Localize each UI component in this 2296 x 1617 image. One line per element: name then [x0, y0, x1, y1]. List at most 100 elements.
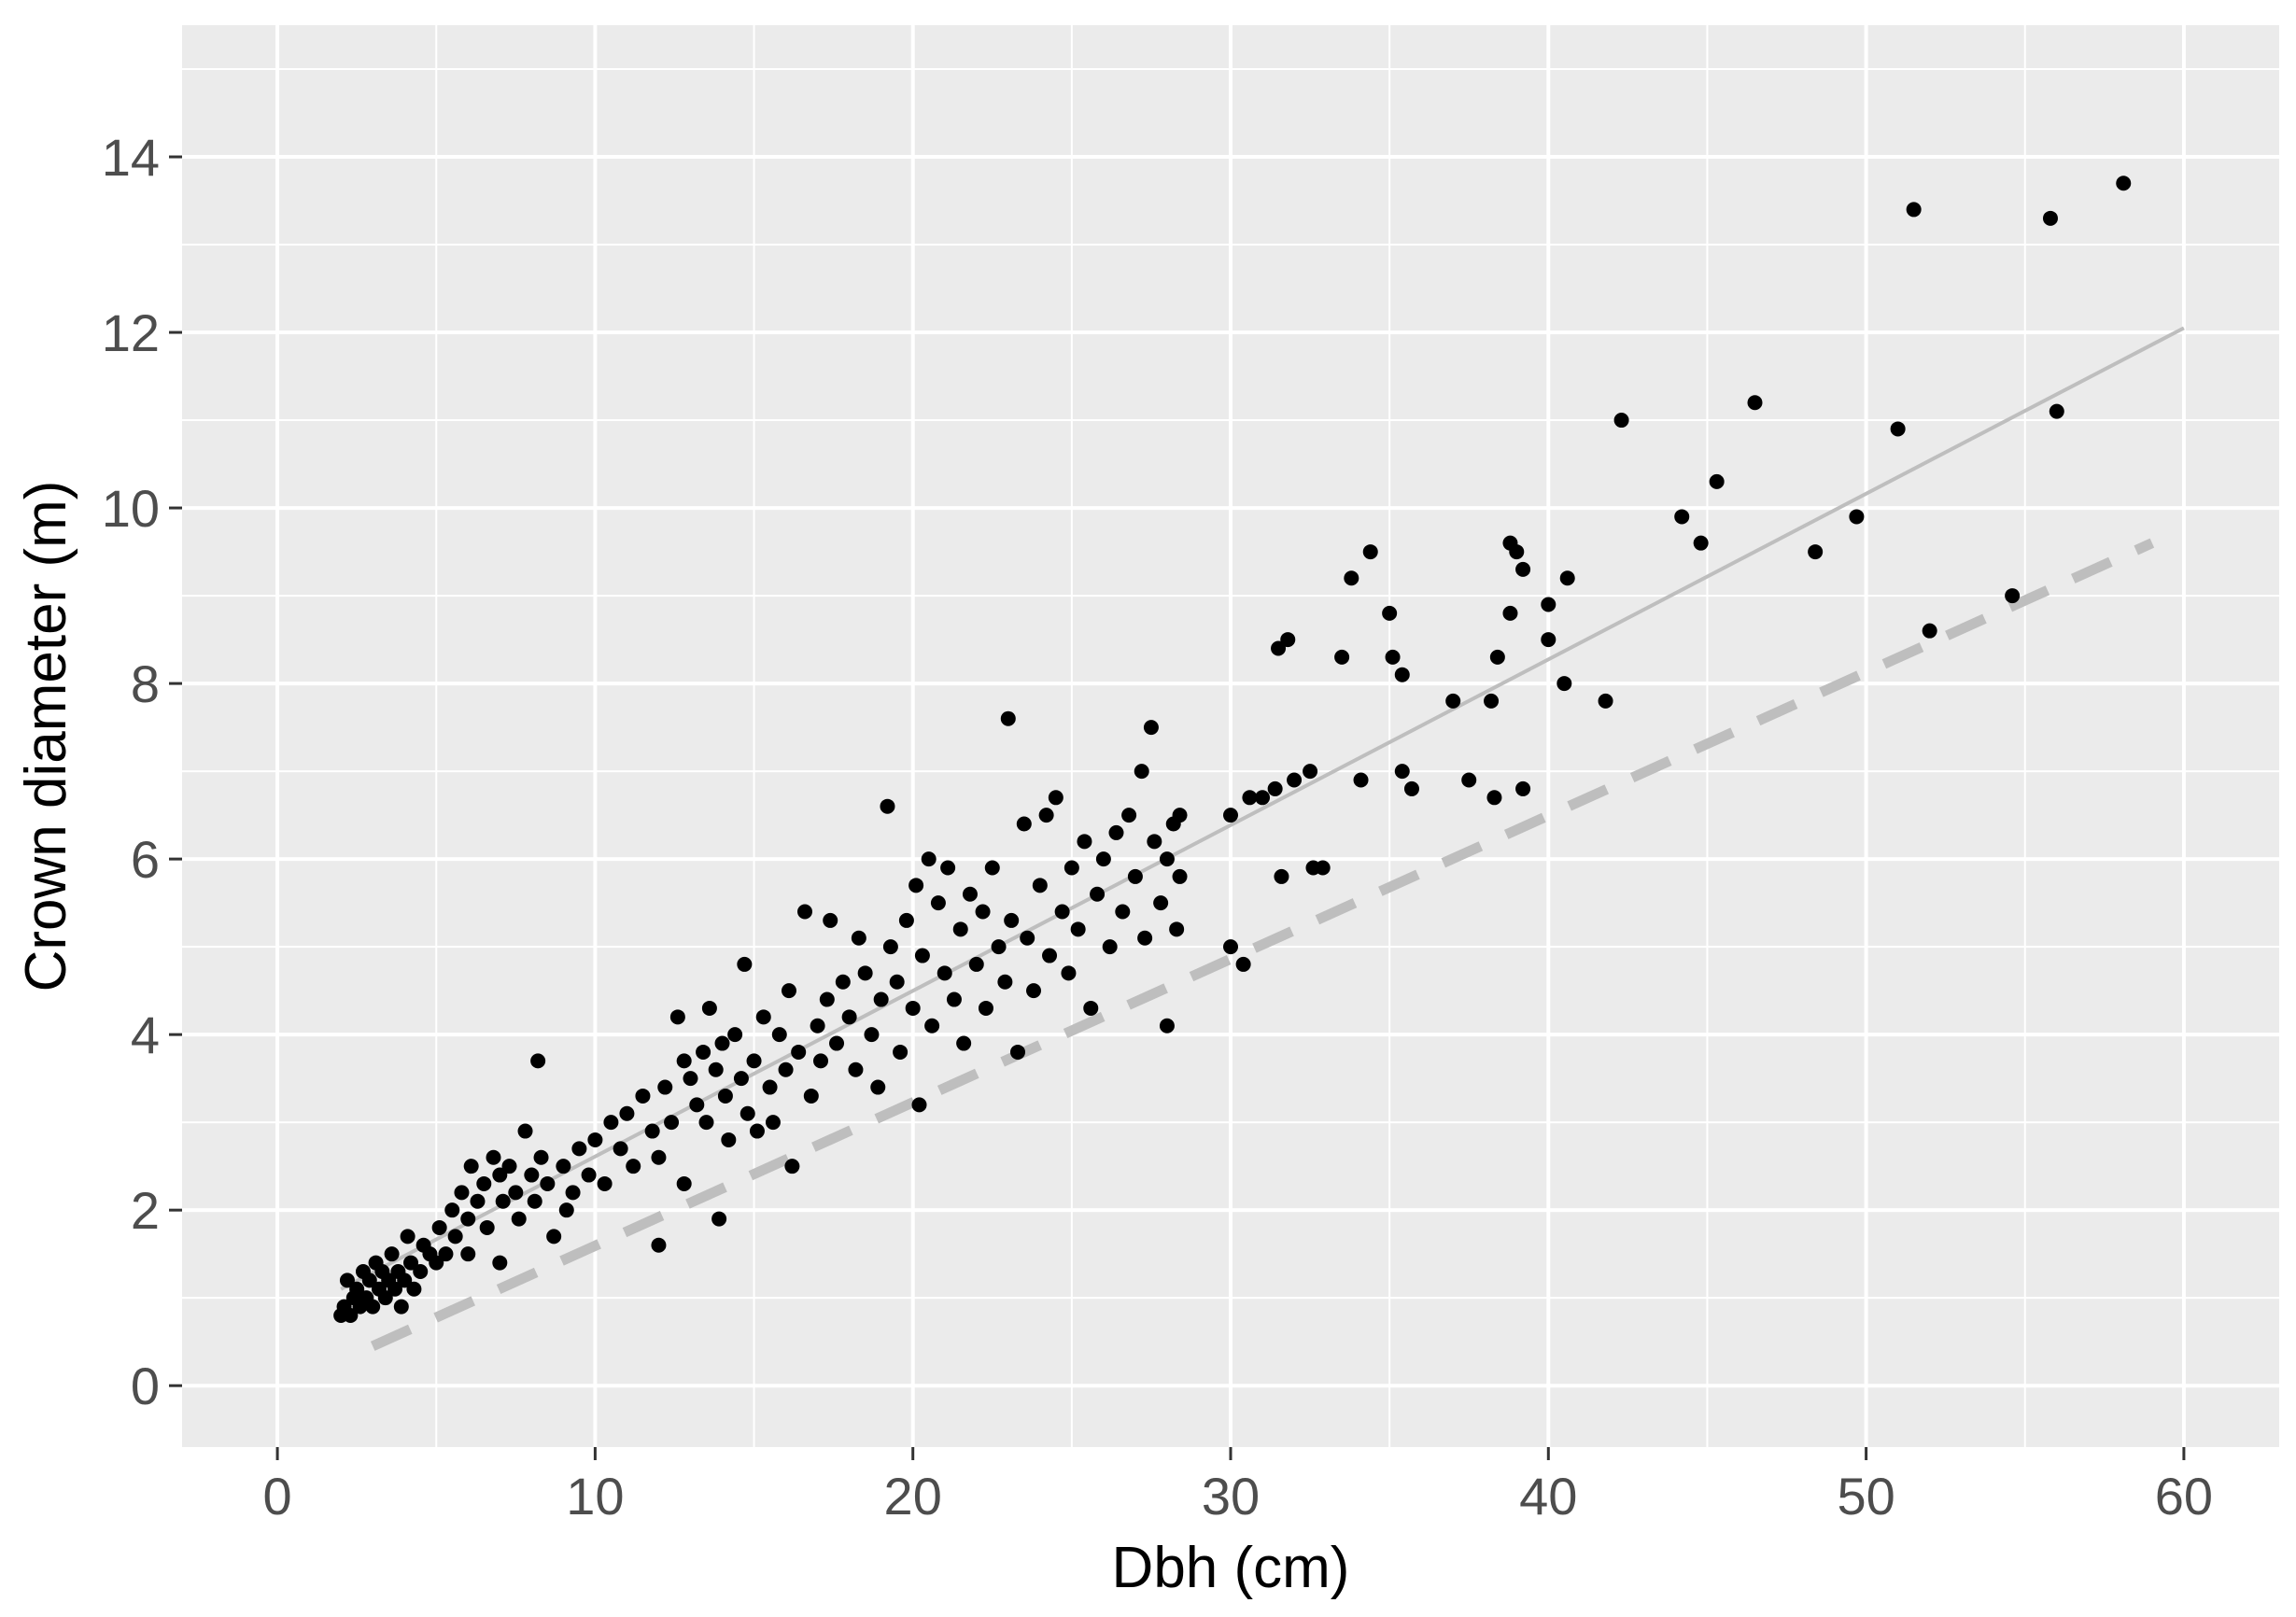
y-tick-label: 8 [131, 654, 160, 713]
data-point [619, 1105, 635, 1121]
data-point [651, 1149, 667, 1165]
data-point [930, 895, 946, 911]
data-point [1115, 904, 1131, 920]
data-point [848, 1062, 864, 1077]
data-point [1090, 886, 1106, 902]
data-point [1267, 780, 1283, 796]
data-point [1541, 632, 1556, 648]
data-point [1445, 693, 1461, 709]
x-tick-label: 10 [566, 1467, 624, 1526]
y-tick-label: 2 [131, 1181, 160, 1240]
data-point [924, 1018, 940, 1033]
x-axis-title: Dbh (cm) [1112, 1536, 1350, 1600]
data-point [1077, 834, 1092, 850]
data-point [1000, 710, 1016, 726]
x-tick-label: 60 [2155, 1467, 2213, 1526]
data-point [533, 1149, 549, 1165]
data-point [393, 1299, 409, 1315]
data-point [1334, 649, 1350, 665]
data-point [1242, 790, 1258, 806]
data-point [626, 1159, 641, 1174]
data-point [1849, 509, 1865, 525]
data-point [1159, 851, 1175, 867]
data-point [1143, 720, 1159, 736]
data-point [447, 1229, 463, 1244]
data-point [771, 1027, 787, 1043]
data-point [1147, 834, 1162, 850]
data-point [1137, 930, 1153, 946]
data-point [889, 974, 905, 990]
data-point [937, 965, 952, 981]
data-point [454, 1185, 470, 1201]
data-point [1394, 764, 1410, 780]
data-point [997, 974, 1013, 990]
data-point [893, 1044, 909, 1060]
data-point [1394, 667, 1410, 682]
x-tick-label: 30 [1202, 1467, 1260, 1526]
data-point [1385, 649, 1401, 665]
data-point [571, 1141, 587, 1157]
data-point [956, 1035, 972, 1051]
data-point [1004, 912, 1020, 928]
data-point [1484, 693, 1500, 709]
data-point [968, 956, 984, 972]
data-point [1693, 535, 1709, 551]
data-point [460, 1211, 476, 1227]
data-point [644, 1123, 660, 1139]
data-point [962, 886, 978, 902]
data-point [873, 991, 889, 1007]
data-point [463, 1159, 479, 1174]
data-point [721, 1132, 737, 1147]
data-point [517, 1123, 533, 1139]
data-point [803, 1088, 819, 1104]
data-point [581, 1167, 597, 1183]
data-point [1172, 868, 1188, 884]
data-point [991, 939, 1007, 955]
data-point [524, 1167, 540, 1183]
data-point [556, 1159, 571, 1174]
data-point [1502, 605, 1518, 621]
x-tick-labels: 0 10 20 30 40 50 60 [263, 1467, 2214, 1526]
data-point [365, 1299, 381, 1315]
data-point [669, 1009, 685, 1025]
data-point [651, 1237, 667, 1253]
data-point [1489, 649, 1505, 665]
data-point [819, 991, 835, 1007]
data-point [796, 904, 812, 920]
data-point [1515, 561, 1531, 577]
data-point [343, 1307, 359, 1323]
y-tick-label: 4 [131, 1005, 160, 1064]
data-point [1223, 808, 1238, 823]
data-point [698, 1115, 714, 1131]
data-point [952, 921, 968, 937]
data-point [778, 1062, 794, 1077]
data-point [558, 1202, 574, 1218]
x-tick-label: 0 [263, 1467, 292, 1526]
data-point [479, 1219, 495, 1235]
data-point [851, 930, 866, 946]
data-point [1038, 808, 1054, 823]
data-point [978, 1000, 993, 1016]
data-point [1048, 790, 1063, 806]
data-point [1315, 860, 1331, 876]
data-point [1121, 808, 1137, 823]
data-point [1061, 965, 1077, 981]
data-point [696, 1044, 711, 1060]
data-point [1009, 1044, 1025, 1060]
dashed-fit-line [370, 538, 2155, 1351]
data-point [438, 1246, 454, 1262]
data-point [1613, 413, 1629, 429]
data-point [1083, 1000, 1099, 1016]
data-point [1223, 939, 1238, 955]
data-point [1172, 808, 1188, 823]
data-point [733, 1071, 749, 1087]
data-point [1403, 780, 1419, 796]
data-point [397, 1273, 413, 1288]
data-point [413, 1263, 429, 1279]
data-point [1134, 764, 1149, 780]
data-point [1922, 623, 1937, 639]
y-tick-label: 12 [102, 303, 160, 362]
data-point [657, 1079, 673, 1095]
data-point [914, 948, 930, 963]
data-point [1235, 956, 1251, 972]
